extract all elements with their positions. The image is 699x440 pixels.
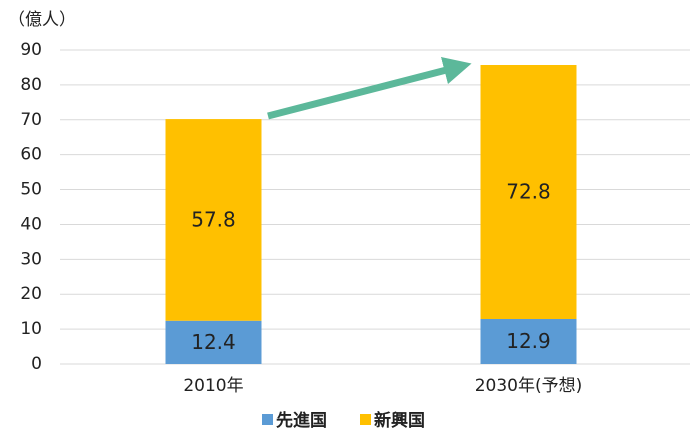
y-tick-label: 30 [20,249,42,269]
legend-label: 先進国 [276,410,327,431]
legend-swatch [262,414,273,425]
y-tick-label: 40 [20,214,42,234]
y-tick-label: 70 [20,110,42,130]
bar-segment [165,119,262,321]
data-label: 12.9 [506,329,551,353]
unit-label: （億人） [8,10,76,30]
data-label: 72.8 [506,179,551,203]
x-tick-label: 2030年(予想) [475,376,583,396]
y-tick-label: 10 [20,319,42,339]
data-label: 57.8 [191,207,236,231]
bar-segment [480,65,577,319]
x-tick-label: 2010年 [183,376,243,396]
y-tick-label: 60 [20,145,42,165]
y-tick-label: 80 [20,75,42,95]
legend-label: 新興国 [374,410,425,431]
trend-arrow [267,56,472,120]
y-tick-label: 20 [20,284,42,304]
y-tick-label: 90 [20,40,42,60]
y-tick-label: 50 [20,180,42,200]
bar-segment [480,318,577,364]
bar-segment [165,320,262,364]
legend-swatch [360,414,371,425]
data-label: 12.4 [191,330,236,354]
y-tick-label: 0 [31,354,42,374]
